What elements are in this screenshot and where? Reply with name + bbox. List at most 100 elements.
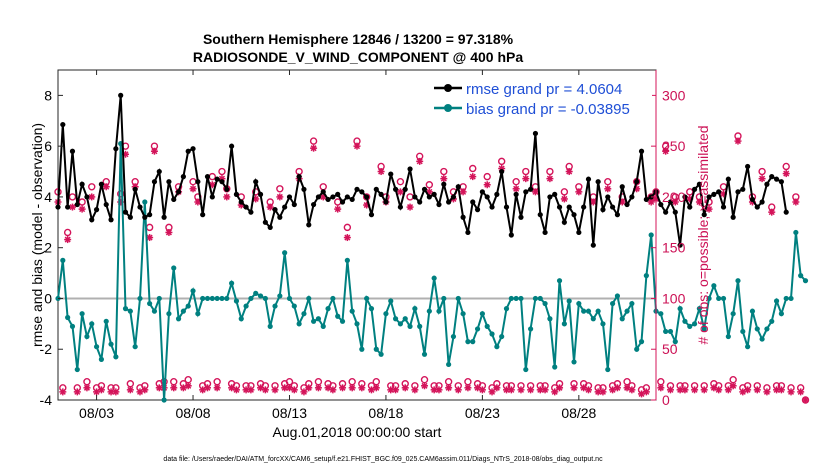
rmse-point: [465, 229, 471, 236]
y-axis-right-label: # of obs: o=possible; ×=assimilated: [695, 125, 711, 344]
obs-possible-point: [782, 162, 790, 171]
obs-assimilated-stroke: [108, 388, 115, 395]
rmse-point: [103, 201, 109, 208]
rmse-point: [508, 232, 514, 238]
rmse-point: [147, 212, 153, 218]
obs-assimilated-stroke: [599, 388, 606, 395]
bias-point: [788, 295, 794, 302]
obs-assimilated-stroke: [315, 384, 322, 391]
rmse-point: [566, 204, 572, 210]
obs-assimilated-stroke: [421, 382, 428, 389]
obs-assimilated-point: [64, 236, 72, 244]
bias-point: [634, 346, 640, 352]
bias-point: [474, 326, 481, 332]
rmse-point: [349, 196, 355, 203]
data-file-caption: data file: /Users/raeder/DAI/ATM_forcXX/…: [163, 456, 603, 463]
bias-point: [277, 293, 283, 299]
obs-assimilated-stroke: [455, 386, 462, 393]
obs-assimilated-stroke: [677, 386, 684, 393]
obs-possible-point: [483, 172, 491, 181]
obs-assimilated-stroke: [619, 198, 626, 206]
obs-assimilated-stroke: [542, 386, 549, 393]
bias-point: [638, 339, 645, 345]
x-tick-label: 08/23: [465, 405, 500, 421]
rmse-point: [479, 189, 485, 195]
rmse-point: [373, 186, 379, 192]
rmse-point: [195, 179, 201, 185]
obs-assimilated-stroke: [788, 388, 795, 395]
obs-assimilated-point: [454, 386, 462, 394]
bias-point: [330, 295, 336, 302]
obs-assimilated-point: [184, 382, 192, 390]
bias-point: [595, 308, 601, 314]
obs-assimilated-point: [271, 386, 279, 394]
obs-assimilated-point: [102, 183, 110, 191]
bias-point: [166, 311, 172, 317]
obs-assimilated-point: [724, 386, 732, 394]
bias-point: [619, 316, 625, 322]
bias-point: [552, 364, 558, 370]
obs-assimilated-point: [343, 234, 351, 242]
obs-possible-point: [469, 164, 477, 173]
bias-point: [701, 326, 707, 332]
rmse-point: [161, 214, 167, 220]
obs-assimilated-stroke: [464, 384, 471, 391]
rmse-point: [426, 194, 432, 200]
bias-point: [571, 359, 577, 365]
rmse-point: [561, 219, 567, 225]
rmse-point: [407, 166, 413, 172]
rmse-point: [330, 194, 336, 200]
rmse-point: [320, 189, 326, 195]
bias-point: [171, 265, 177, 271]
bias-point: [282, 250, 288, 256]
rmse-point: [209, 194, 215, 200]
bias-point: [402, 316, 408, 322]
obs-assimilated-stroke: [773, 386, 780, 393]
obs-assimilated-stroke: [74, 388, 81, 395]
bias-point: [195, 311, 201, 317]
obs-assimilated-stroke: [276, 193, 283, 200]
rmse-point: [672, 209, 678, 215]
bias-point: [648, 232, 654, 238]
rmse-point: [180, 174, 186, 180]
bias-point: [769, 318, 775, 324]
obs-possible-point: [758, 167, 766, 176]
obs-assimilated-stroke: [291, 386, 298, 393]
obs-assimilated-point: [584, 386, 592, 394]
bias-point: [156, 295, 162, 302]
bias-point: [257, 293, 264, 299]
bias-point: [60, 257, 66, 263]
obs-assimilated-stroke: [768, 209, 775, 216]
bias-point: [682, 318, 688, 324]
rmse-point: [605, 194, 611, 200]
obs-assimilated-stroke: [517, 386, 524, 393]
axis-layer: -4 -2 0 2 4 6 8 0 50 100 150 200 250 300 08/03 08/08 08/…: [40, 70, 686, 421]
bias-point: [407, 323, 413, 329]
obs-assimilated-stroke: [657, 384, 664, 391]
rmse-point: [634, 179, 640, 185]
obs-assimilated-stroke: [754, 386, 761, 393]
y-right-tick-label: 100: [662, 290, 686, 306]
rmse-point: [455, 184, 461, 190]
obs-assimilated-stroke: [69, 204, 76, 211]
rmse-point: [98, 181, 105, 187]
obs-assimilated-stroke: [262, 386, 269, 393]
bias-point: [566, 298, 572, 304]
rmse-point: [335, 191, 341, 197]
bias-point: [267, 323, 273, 329]
obs-assimilated-stroke: [286, 384, 293, 391]
obs-assimilated-stroke: [339, 384, 346, 391]
obs-assimilated-stroke: [710, 384, 717, 391]
rmse-point: [122, 209, 129, 215]
obs-assimilated-point: [170, 384, 178, 392]
bias-point: [441, 295, 447, 302]
obs-assimilated-point: [507, 386, 515, 394]
obs-assimilated-stroke: [546, 175, 553, 182]
bias-point: [204, 295, 211, 302]
obs-assimilated-stroke: [228, 384, 235, 391]
bias-point: [783, 295, 789, 302]
obs-assimilated-stroke: [103, 183, 110, 190]
bias-point: [542, 300, 548, 307]
obs-assimilated-stroke: [522, 175, 529, 182]
legend-rmse-label: rmse grand pr = 4.0604: [466, 81, 622, 98]
